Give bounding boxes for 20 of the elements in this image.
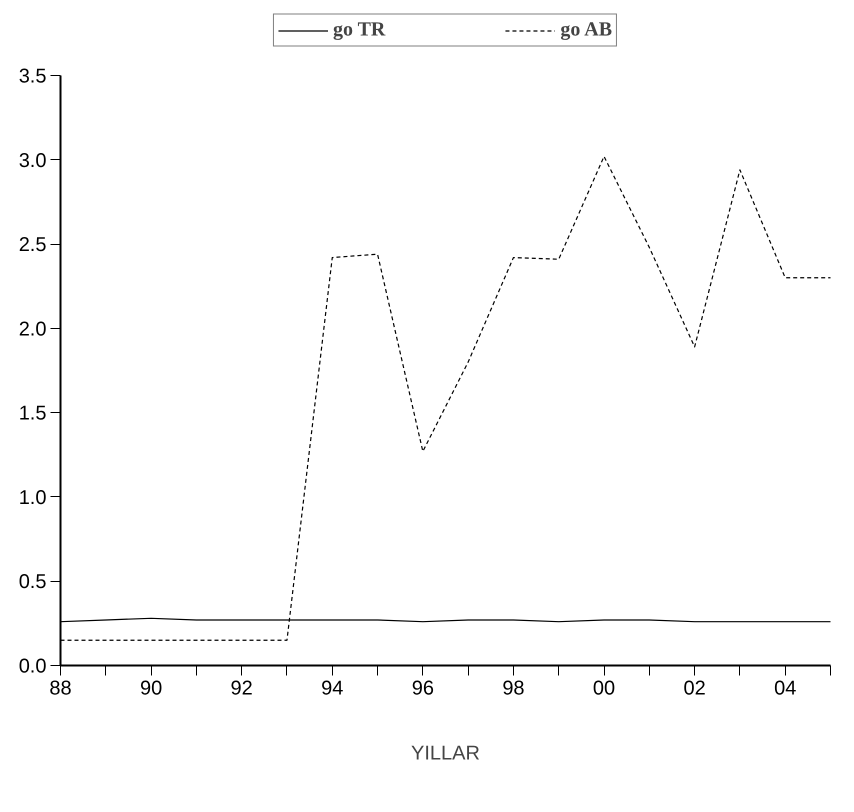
x-tick-label: 88 [49,678,72,700]
y-tick-label: 2.0 [18,318,47,340]
y-tick-label: 0.5 [18,571,47,594]
y-tick-label: 1.5 [18,402,47,425]
x-tick-label: 92 [230,678,253,700]
y-tick-label: 1.0 [18,486,47,509]
y-tick-label: 3.5 [18,66,47,88]
legend-label: go TR [332,18,386,42]
y-tick-label: 2.5 [18,234,47,256]
x-tick-label: 04 [774,678,796,700]
x-tick-label: 00 [592,678,616,700]
x-tick-label: 02 [683,678,706,700]
legend-label: go AB [560,18,612,42]
x-tick-label: 94 [321,678,344,700]
x-tick-label: 96 [412,678,434,700]
x-axis-title: YILLAR [411,742,480,764]
y-tick-label: 0.0 [18,656,47,678]
x-tick-label: 98 [502,678,525,700]
y-tick-label: 3.0 [18,150,47,172]
x-tick-label: 90 [140,678,162,700]
